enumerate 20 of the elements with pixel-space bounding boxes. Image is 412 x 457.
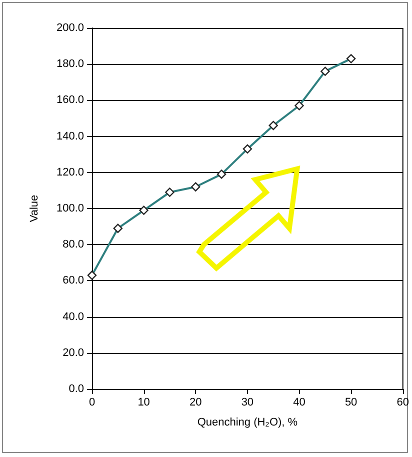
x-tick-label: 10 bbox=[138, 396, 150, 408]
y-tick-label: 60.0 bbox=[62, 274, 84, 287]
x-axis-title: Quenching (H₂O), % bbox=[197, 416, 298, 428]
y-tick-label: 180.0 bbox=[56, 58, 84, 70]
y-axis-title: Value bbox=[28, 194, 40, 222]
x-tick-label: 30 bbox=[241, 396, 254, 408]
y-tick-label: 120.0 bbox=[56, 166, 84, 178]
y-tick-label: 0.0 bbox=[68, 383, 84, 395]
x-tick-label: 50 bbox=[344, 396, 358, 408]
x-tick-label: 60 bbox=[396, 396, 410, 408]
y-tick-label: 80.0 bbox=[62, 238, 84, 251]
x-tick-label: 20 bbox=[190, 396, 202, 408]
y-tick-label: 160.0 bbox=[56, 94, 84, 106]
y-tick-label: 100.0 bbox=[56, 202, 84, 214]
y-tick-label: 40.0 bbox=[62, 310, 84, 323]
y-tick-label: 20.0 bbox=[62, 346, 84, 359]
x-tick-label: 40 bbox=[293, 396, 306, 408]
y-tick-label: 200.0 bbox=[56, 22, 84, 34]
y-tick-label: 140.0 bbox=[56, 130, 84, 142]
x-tick-label: 0 bbox=[88, 396, 96, 408]
